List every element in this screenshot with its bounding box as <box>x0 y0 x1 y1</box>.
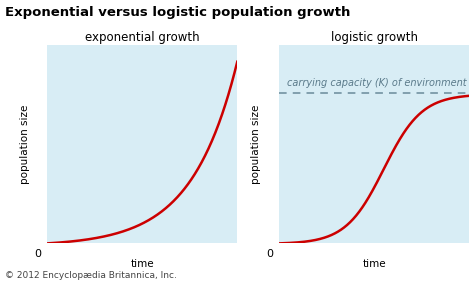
Text: © 2012 Encyclopædia Britannica, Inc.: © 2012 Encyclopædia Britannica, Inc. <box>5 271 177 280</box>
Text: time: time <box>363 259 386 269</box>
Text: population size: population size <box>251 105 262 184</box>
Text: Exponential versus logistic population growth: Exponential versus logistic population g… <box>5 6 350 19</box>
Text: 0: 0 <box>266 249 273 259</box>
Text: time: time <box>131 259 154 269</box>
Title: exponential growth: exponential growth <box>85 31 200 44</box>
Title: logistic growth: logistic growth <box>331 31 418 44</box>
Text: population size: population size <box>19 105 29 184</box>
Text: 0: 0 <box>35 249 42 259</box>
Text: carrying capacity (K) of environment: carrying capacity (K) of environment <box>287 78 466 88</box>
